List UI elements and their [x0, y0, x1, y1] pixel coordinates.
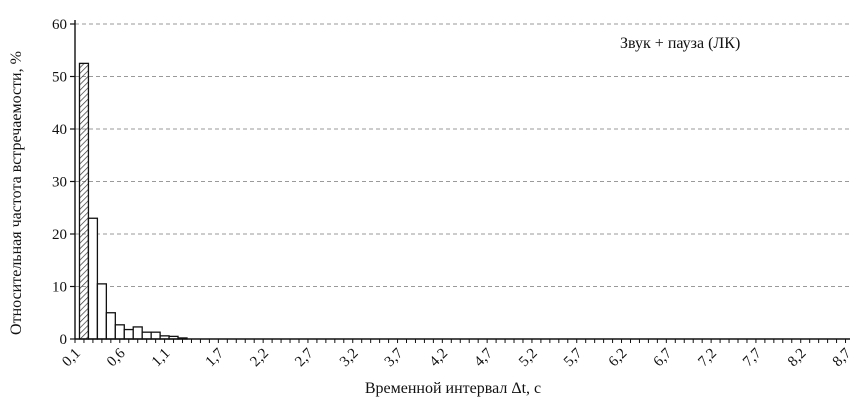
x-tick-label: 3,2: [337, 346, 362, 371]
x-tick-label: 5,2: [516, 346, 541, 371]
x-tick-label: 6,2: [606, 346, 631, 371]
x-tick-label: 5,7: [561, 345, 586, 370]
x-tick-label: 8,7: [830, 345, 851, 370]
y-axis-label: Относительная частота встречаемости, %: [8, 51, 25, 335]
x-tick-label: 7,2: [695, 346, 720, 371]
x-tick-label: 0,6: [104, 345, 129, 370]
histogram-bar: [87, 217, 99, 340]
bars: [78, 62, 188, 340]
x-tick-label: 7,7: [740, 345, 765, 370]
histogram-bar: [96, 283, 108, 340]
x-tick-label: 4,2: [427, 346, 452, 371]
histogram-bar: [78, 62, 90, 340]
axes: [74, 20, 850, 343]
x-tick-label: 0,1: [59, 346, 84, 371]
histogram-bar: [150, 331, 161, 340]
x-tick-label: 6,7: [651, 345, 676, 370]
histogram-bar: [114, 324, 125, 340]
y-tick-label: 0: [60, 332, 68, 348]
x-tick-label: 4,7: [471, 345, 496, 370]
x-tick-label: 2,2: [247, 346, 272, 371]
chart-annotation: Звук + пауза (ЛК): [620, 35, 740, 52]
histogram-bar: [141, 331, 152, 340]
y-tick-label: 60: [52, 17, 67, 33]
y-tick-label: 10: [52, 280, 67, 296]
x-tick-label: 1,7: [203, 345, 228, 370]
y-tick-label: 30: [52, 175, 67, 191]
y-tick-label: 40: [52, 122, 67, 138]
y-tick-label: 20: [52, 227, 67, 243]
histogram-bar: [132, 326, 143, 340]
y-axis-ticks: 0 10 20 30 40 50 60: [52, 17, 75, 348]
x-tick-label: 8,2: [785, 346, 810, 371]
gridlines: [75, 23, 850, 287]
x-axis-ticks: 0,1 0,6 1,1 1,7 2,2 2,7 3,2 3,7 4,2 4,7 5,2 5,7 6,2 6…: [59, 345, 851, 370]
histogram-bar: [123, 328, 134, 340]
y-tick-label: 50: [52, 70, 67, 86]
histogram-bar: [105, 312, 116, 340]
x-tick-label: 2,7: [292, 345, 317, 370]
x-tick-label: 1,1: [149, 346, 174, 371]
x-axis-label: Временной интервал Δt, с: [365, 380, 541, 397]
x-tick-label: 3,7: [382, 345, 407, 370]
